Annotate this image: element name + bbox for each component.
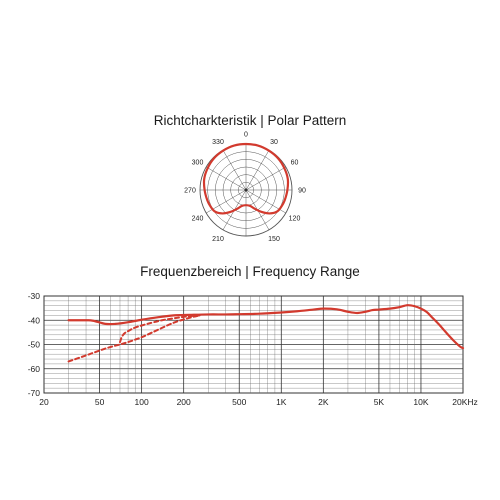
polar-angle-label: 90 — [298, 188, 306, 195]
polar-pattern-curve — [202, 142, 290, 215]
polar-pattern-chart: 0 30 60 90 120 150 210 240 270 300 330 — [184, 132, 306, 244]
y-tick-label: -60 — [28, 364, 41, 374]
polar-angle-label: 210 — [212, 236, 224, 243]
y-tick-label: -50 — [28, 340, 41, 350]
polar-angle-label: 60 — [291, 160, 299, 167]
x-tick-label: 50 — [95, 397, 105, 407]
y-tick-label: -30 — [28, 291, 41, 301]
frequency-range-title: Frequenzbereich | Frequency Range — [140, 264, 360, 279]
polar-grid-spoke — [222, 150, 247, 191]
polar-angle-label: 0 — [244, 132, 248, 139]
polar-angle-label: 30 — [270, 139, 278, 146]
y-tick-label: -70 — [28, 388, 41, 398]
polar-angle-label: 270 — [184, 188, 196, 195]
x-tick-label: 20 — [39, 397, 49, 407]
polar-angle-label: 300 — [192, 160, 204, 167]
frequency-response-line — [67, 304, 465, 350]
polar-grid-spoke — [245, 150, 270, 191]
x-tick-label: 100 — [135, 397, 149, 407]
polar-grid-spoke — [206, 166, 247, 191]
x-tick-label: 1K — [276, 397, 287, 407]
x-tick-label: 5K — [374, 397, 385, 407]
frequency-response-dashed-line — [67, 314, 201, 363]
x-tick-label: 200 — [177, 397, 191, 407]
x-tick-label: 2K — [318, 397, 329, 407]
polar-angle-label: 330 — [212, 139, 224, 146]
frequency-response-dashed-line — [118, 314, 201, 344]
x-tick-label: 10K — [413, 397, 428, 407]
polar-center-dot — [244, 188, 248, 192]
polar-pattern-title: Richtcharkteristik | Polar Pattern — [153, 113, 347, 128]
x-tick-label: 500 — [232, 397, 246, 407]
polar-grid-spoke — [245, 166, 286, 191]
x-tick-label: 20KHz — [452, 397, 478, 407]
y-tick-label: -40 — [28, 315, 41, 325]
polar-angle-label: 240 — [192, 216, 204, 223]
polar-angle-label: 150 — [268, 236, 280, 243]
polar-angle-label: 120 — [289, 216, 301, 223]
